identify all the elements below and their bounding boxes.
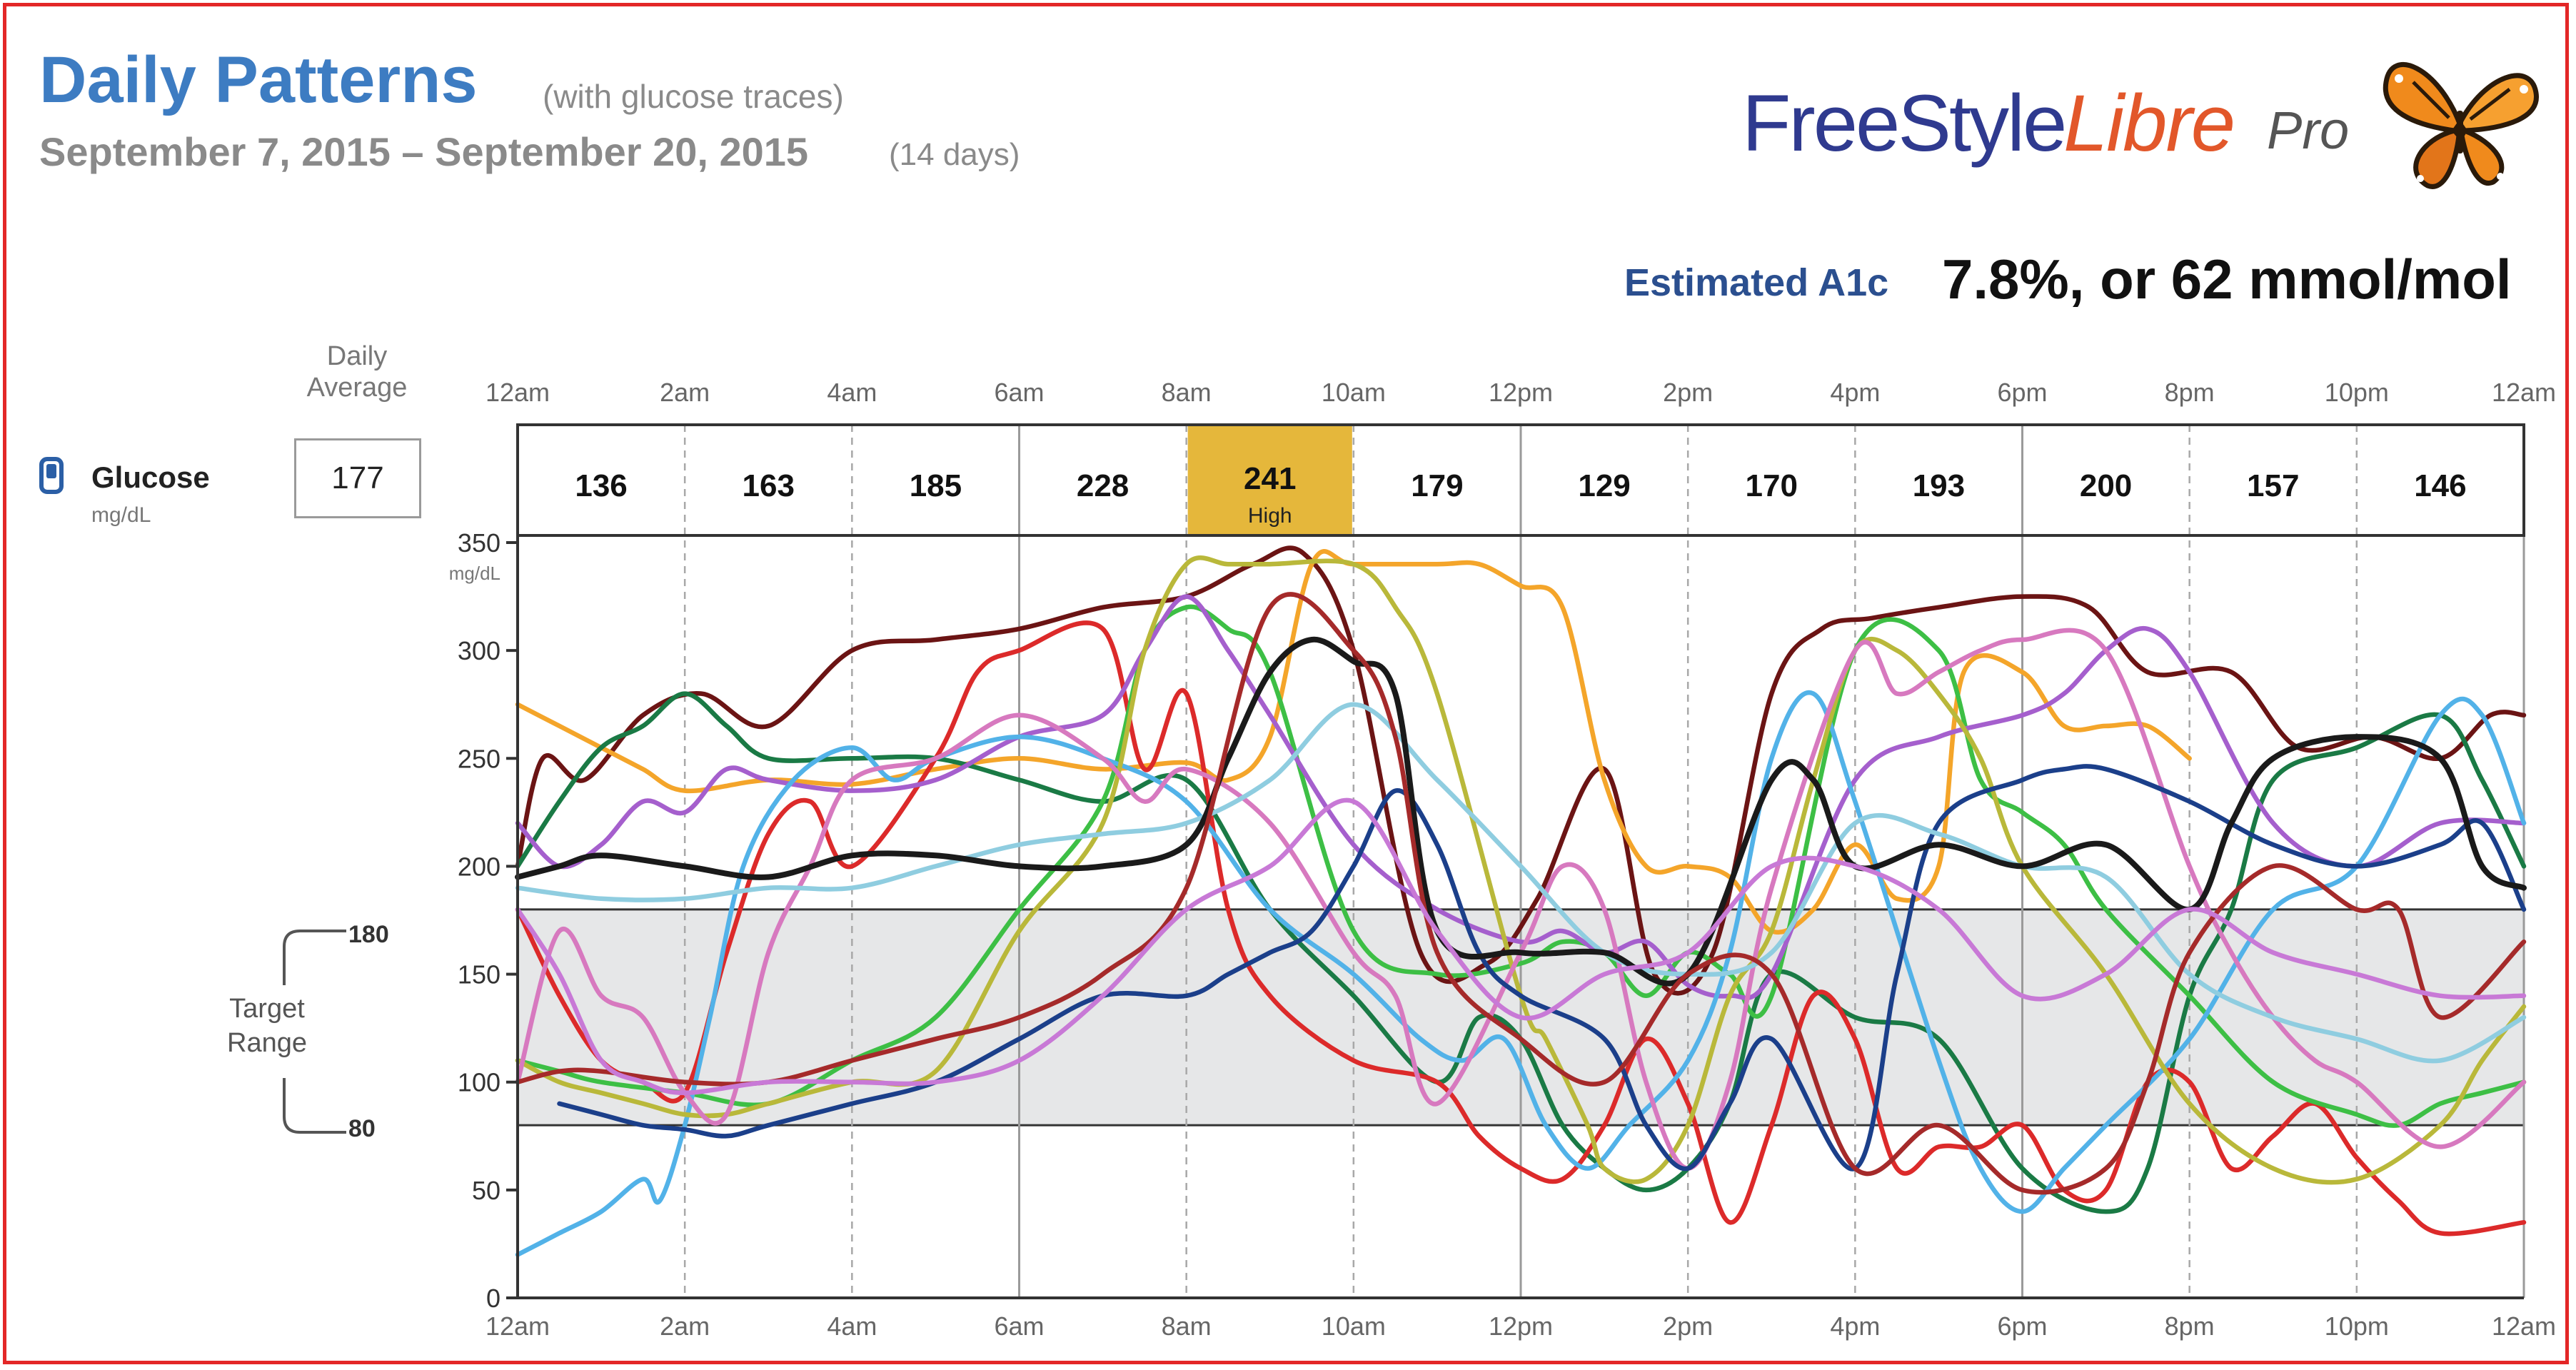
butterfly-icon [2383,62,2539,189]
target-lower-label: 80 [348,1115,376,1142]
trace-day-8 [515,555,2527,1185]
target-range-label-line2: Range [227,1027,307,1058]
top-time-label-2: 4am [827,378,877,407]
trace-day-13 [515,592,2527,1195]
days-note: (14 days) [889,137,1020,172]
x-tick-label-7: 2pm [1663,1311,1713,1341]
page-title: Daily Patterns [39,44,478,116]
daily-average-value: 177 [294,438,421,518]
top-time-label-7: 2pm [1663,378,1713,407]
a1c-label: Estimated A1c [1624,261,1889,304]
top-time-label-12: 12am [2492,378,2556,407]
bin-value-1: 163 [743,468,795,503]
top-time-label-0: 12am [485,378,550,407]
daily-average-label: Daily Average [306,341,408,403]
top-time-label-3: 6am [994,378,1044,407]
x-tick-label-5: 10am [1322,1311,1386,1341]
sensor-icon [39,457,64,494]
logo-libre-text: Libre [2063,79,2235,168]
trace-day-7 [515,690,2527,1257]
trace-day-2 [515,549,2192,935]
bin-high-label: High [1248,504,1292,528]
x-tick-label-4: 8am [1162,1311,1212,1341]
x-tick-label-2: 4am [827,1311,877,1341]
top-time-label-5: 10am [1322,378,1386,407]
target-range-bracket [283,930,346,1134]
x-tick-label-10: 8pm [2165,1311,2215,1341]
x-tick-label-6: 12pm [1489,1311,1553,1341]
bin-value-3: 228 [1077,468,1129,503]
x-tick-label-11: 10pm [2325,1311,2389,1341]
x-tick-label-1: 2am [660,1311,710,1341]
top-time-label-1: 2am [660,378,710,407]
y-tick-label-300: 300 [458,636,500,665]
trace-day-1 [515,545,2527,996]
y-tick-label-0: 0 [486,1284,500,1313]
top-time-label-11: 10pm [2325,378,2389,407]
glucose-label: Glucose [91,460,210,494]
glucose-unit: mg/dL [91,503,151,527]
y-tick-label-150: 150 [458,960,500,989]
x-tick-label-3: 6am [994,1311,1044,1341]
bin-value-5: 179 [1411,468,1463,503]
x-tick-label-0: 12am [485,1311,550,1341]
top-time-label-6: 12pm [1489,378,1553,407]
date-range: September 7, 2015 – September 20, 2015 [39,129,809,174]
trace-day-14 [515,797,2527,1096]
trace-day-12 [515,636,2527,987]
bin-value-2: 185 [910,468,962,503]
bin-value-7: 170 [1746,468,1798,503]
x-tick-label-12: 12am [2492,1311,2556,1341]
top-time-label-4: 8am [1162,378,1212,407]
bin-value-10: 157 [2247,468,2299,503]
top-time-label-9: 6pm [1997,378,2047,407]
y-tick-label-50: 50 [472,1176,500,1205]
top-time-label-8: 4pm [1830,378,1880,407]
bin-frame [516,423,2525,537]
logo-pro-text: Pro [2267,101,2350,160]
bin-highlight-4 [1187,426,1352,534]
y-tick-label-200: 200 [458,852,500,881]
bin-value-6: 129 [1578,468,1630,503]
top-time-label-10: 8pm [2165,378,2215,407]
x-tick-label-8: 4pm [1830,1311,1880,1341]
a1c-value: 7.8%, or 62 mmol/mol [1942,248,2512,311]
bin-value-8: 193 [1913,468,1965,503]
trace-day-9 [515,628,2527,1171]
y-tick-label-100: 100 [458,1068,500,1097]
y-tick-label-250: 250 [458,744,500,773]
target-upper-label: 180 [348,921,389,948]
bin-value-0: 136 [575,468,627,503]
page-frame [3,3,2569,1364]
y-tick-label-350: 350 [458,528,500,558]
bin-value-9: 200 [2080,468,2132,503]
y-unit-label: mg/dL [449,563,500,584]
logo-freestyle-text: FreeStyle [1742,79,2067,168]
target-range-label: Target Range [227,992,307,1060]
target-range-label-line1: Target [229,994,305,1024]
bin-value-4: 241 [1244,461,1296,496]
title-note: (with glucose traces) [543,78,844,115]
trace-day-11 [515,702,2527,1064]
trace-day-6 [515,594,2527,1001]
x-tick-label-9: 6pm [1997,1311,2047,1341]
bin-value-11: 146 [2414,468,2466,503]
